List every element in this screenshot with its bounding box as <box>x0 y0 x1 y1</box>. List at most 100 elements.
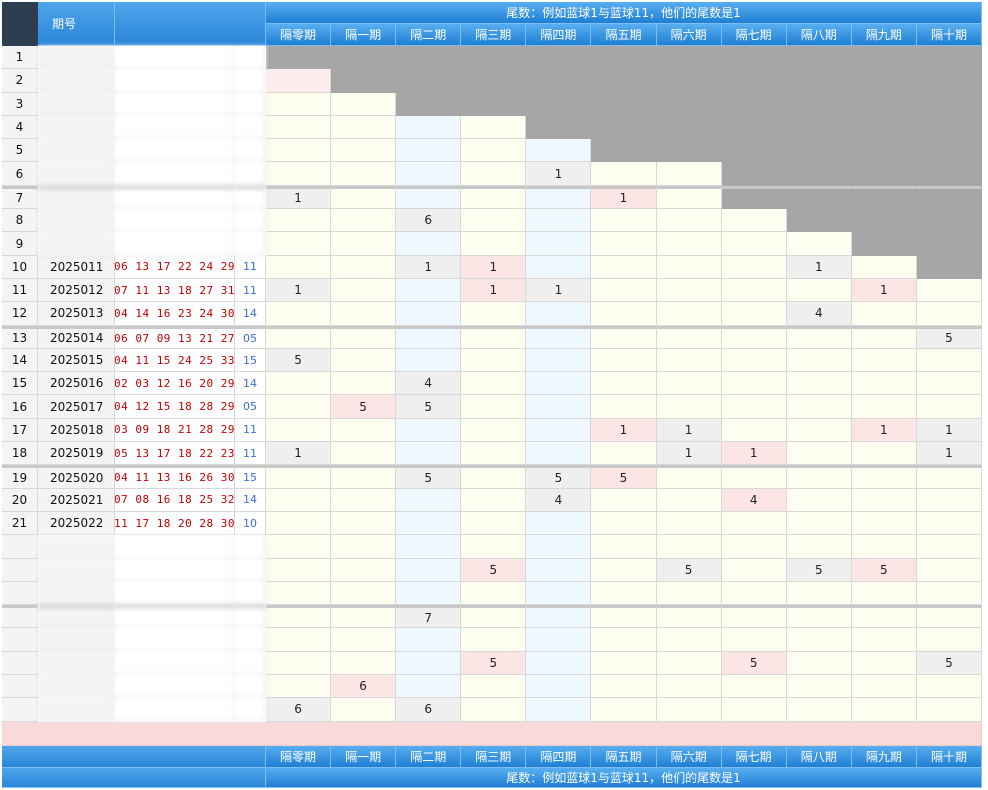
numbers-header <box>115 2 266 46</box>
red-balls <box>115 162 235 186</box>
tail-gap-cell <box>591 558 657 582</box>
tail-gap-cell: 1 <box>461 255 527 279</box>
tail-gap-cell <box>721 605 787 629</box>
tail-gap-cell <box>266 488 332 512</box>
tail-gap-cell <box>656 581 722 606</box>
tail-gap-cell <box>786 395 852 419</box>
blue-ball: 10 <box>235 511 266 536</box>
row-index: 10 <box>2 255 38 279</box>
tail-gap-cell <box>916 209 982 233</box>
tail-gap-cell <box>266 115 332 140</box>
blue-ball: 11 <box>235 442 266 466</box>
blue-ball <box>235 46 266 70</box>
tail-gap-cell <box>916 581 982 606</box>
tail-gap-cell <box>786 209 852 233</box>
tail-gap-cell <box>526 325 592 349</box>
tail-gap-cell <box>721 698 787 722</box>
red-balls <box>115 651 235 676</box>
red-balls <box>115 69 235 93</box>
tail-gap-cell <box>461 115 527 140</box>
tail-gap-cell <box>526 372 592 396</box>
tail-gap-cell <box>591 278 657 303</box>
blue-ball <box>235 698 266 722</box>
tail-gap-cell <box>461 348 527 373</box>
tail-gap-cell <box>916 511 982 536</box>
tail-gap-cell <box>721 69 787 93</box>
tail-gap-cell <box>851 535 917 559</box>
tail-gap-cell <box>591 698 657 722</box>
period-number: 2025016 <box>38 372 115 396</box>
tail-gap-cell <box>461 69 527 93</box>
blue-ball: 05 <box>235 395 266 419</box>
tail-gap-cell <box>266 92 332 116</box>
period-number <box>38 628 115 652</box>
tail-gap-cell <box>851 115 917 140</box>
tail-gap-cell: 5 <box>461 558 527 582</box>
row-index: 2 <box>2 69 38 93</box>
tail-gap-cell <box>591 209 657 233</box>
row-index: 21 <box>2 511 38 536</box>
tail-gap-cell <box>591 46 657 70</box>
tail-gap-cell <box>396 69 462 93</box>
tail-gap-cell <box>266 418 332 443</box>
red-balls: 04 11 15 24 25 33 <box>115 348 235 373</box>
tail-gap-cell <box>721 185 787 210</box>
tail-gap-cell <box>461 162 527 186</box>
tail-gap-cell <box>396 139 462 163</box>
tail-gap-cell <box>656 605 722 629</box>
row-index: 3 <box>2 92 38 116</box>
period-number <box>38 139 115 163</box>
red-balls: 07 08 16 18 25 32 <box>115 488 235 512</box>
period-number: 2025020 <box>38 465 115 489</box>
red-balls: 06 07 09 13 21 27 <box>115 325 235 349</box>
tail-gap-cell <box>331 581 397 606</box>
tail-gap-cell <box>396 348 462 373</box>
tail-gap-cell <box>851 302 917 326</box>
footer-gap-column-header: 隔四期 <box>526 745 592 768</box>
period-number: 2025012 <box>38 278 115 303</box>
period-number <box>38 581 115 606</box>
tail-gap-cell <box>786 535 852 559</box>
tail-gap-cell <box>851 255 917 279</box>
blue-ball <box>235 185 266 210</box>
tail-gap-cell <box>786 348 852 373</box>
tail-gap-cell <box>591 628 657 652</box>
footer-gap-column-header: 隔五期 <box>591 745 657 768</box>
footer-gap-column-header: 隔七期 <box>721 745 787 768</box>
tail-gap-cell <box>331 558 397 582</box>
tail-gap-cell <box>721 675 787 699</box>
tail-gap-cell <box>656 372 722 396</box>
period-number <box>38 698 115 722</box>
row-index <box>2 698 38 722</box>
tail-gap-cell <box>786 698 852 722</box>
tail-gap-cell <box>656 535 722 559</box>
tail-gap-cell <box>266 511 332 536</box>
blue-ball <box>235 628 266 652</box>
tail-gap-cell: 1 <box>916 442 982 466</box>
tail-gap-cell <box>461 92 527 116</box>
row-index <box>2 675 38 699</box>
tail-gap-cell <box>331 442 397 466</box>
tail-gap-cell <box>461 372 527 396</box>
tail-gap-cell <box>331 302 397 326</box>
tail-gap-cell <box>721 209 787 233</box>
tail-gap-cell <box>526 581 592 606</box>
tail-gap-cell <box>851 488 917 512</box>
tail-gap-cell <box>396 418 462 443</box>
period-number: 2025014 <box>38 325 115 349</box>
row-index: 16 <box>2 395 38 419</box>
tail-gap-cell <box>396 46 462 70</box>
tail-gap-cell <box>526 651 592 676</box>
tail-gap-cell <box>916 115 982 140</box>
red-balls <box>115 605 235 629</box>
tail-gap-cell <box>786 628 852 652</box>
tail-gap-cell <box>851 139 917 163</box>
tail-gap-cell <box>396 278 462 303</box>
tail-gap-cell <box>786 325 852 349</box>
tail-gap-cell <box>461 325 527 349</box>
red-balls <box>115 115 235 140</box>
tail-gap-cell <box>656 232 722 256</box>
gap-column-header: 隔四期 <box>526 24 592 46</box>
tail-gap-cell <box>396 162 462 186</box>
tail-gap-cell: 5 <box>916 651 982 676</box>
